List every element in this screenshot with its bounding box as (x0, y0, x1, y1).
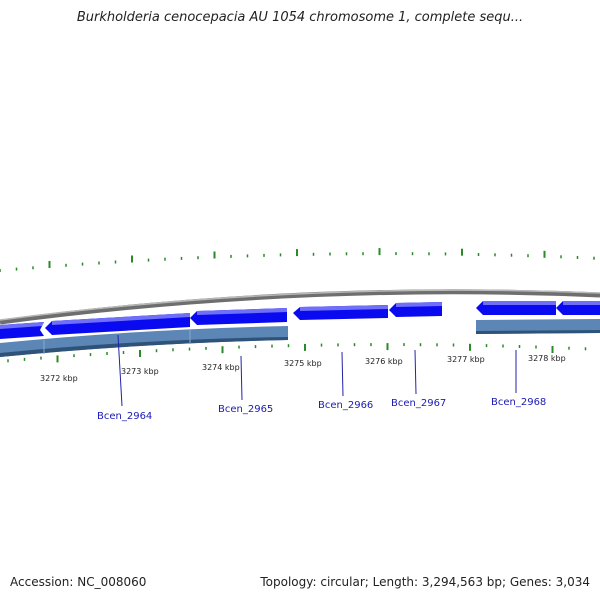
cds-arrow-highlight (0, 322, 44, 329)
tick-label: 3274 kbp (202, 363, 240, 372)
tick-label: 3272 kbp (40, 374, 78, 383)
gene-label[interactable]: Bcen_2966 (318, 400, 373, 411)
gene-label[interactable]: Bcen_2965 (218, 404, 273, 415)
cds-arrow-highlight (483, 301, 556, 305)
tick-label: 3273 kbp (121, 367, 159, 376)
gene-labels: Bcen_2964 Bcen_2965 Bcen_2966 Bcen_2967 … (97, 334, 546, 422)
cds-arrow-highlight (197, 308, 287, 315)
gene-label-leader (341, 351, 344, 397)
gene-label-leader (414, 349, 417, 395)
accession-label: Accession: NC_008060 (10, 575, 147, 589)
topology-summary: Topology: circular; Length: 3,294,563 bp… (260, 575, 590, 589)
gc-content-track (0, 248, 595, 272)
gene-label-leader (117, 334, 123, 407)
cds-arrow-highlight (300, 305, 388, 311)
tick-label: 3276 kbp (365, 357, 403, 366)
tick-label: 3278 kbp (528, 354, 566, 363)
gene-segment-shadow (0, 337, 288, 357)
gene-label[interactable]: Bcen_2967 (391, 398, 446, 409)
tick-label: 3277 kbp (447, 355, 485, 364)
gene-label[interactable]: Bcen_2964 (97, 411, 152, 422)
cds-track (0, 301, 600, 339)
backbone-arc (0, 289, 600, 325)
cds-arrow-highlight (396, 302, 442, 307)
tick-label: 3275 kbp (284, 359, 322, 368)
backbone-highlight (0, 289, 600, 321)
gene-track (0, 319, 600, 357)
cds-arrow-highlight (52, 313, 190, 325)
map-title: Burkholderia cenocepacia AU 1054 chromos… (76, 10, 524, 25)
gc-skew-track (7, 343, 587, 363)
cds-arrow-highlight (563, 301, 600, 305)
gene-label[interactable]: Bcen_2968 (491, 397, 546, 408)
gene-label-leader (240, 355, 243, 401)
gene-segment-shadow (476, 330, 600, 334)
scale-ticks: 3272 kbp 3273 kbp 3274 kbp 3275 kbp 3276… (40, 354, 566, 383)
